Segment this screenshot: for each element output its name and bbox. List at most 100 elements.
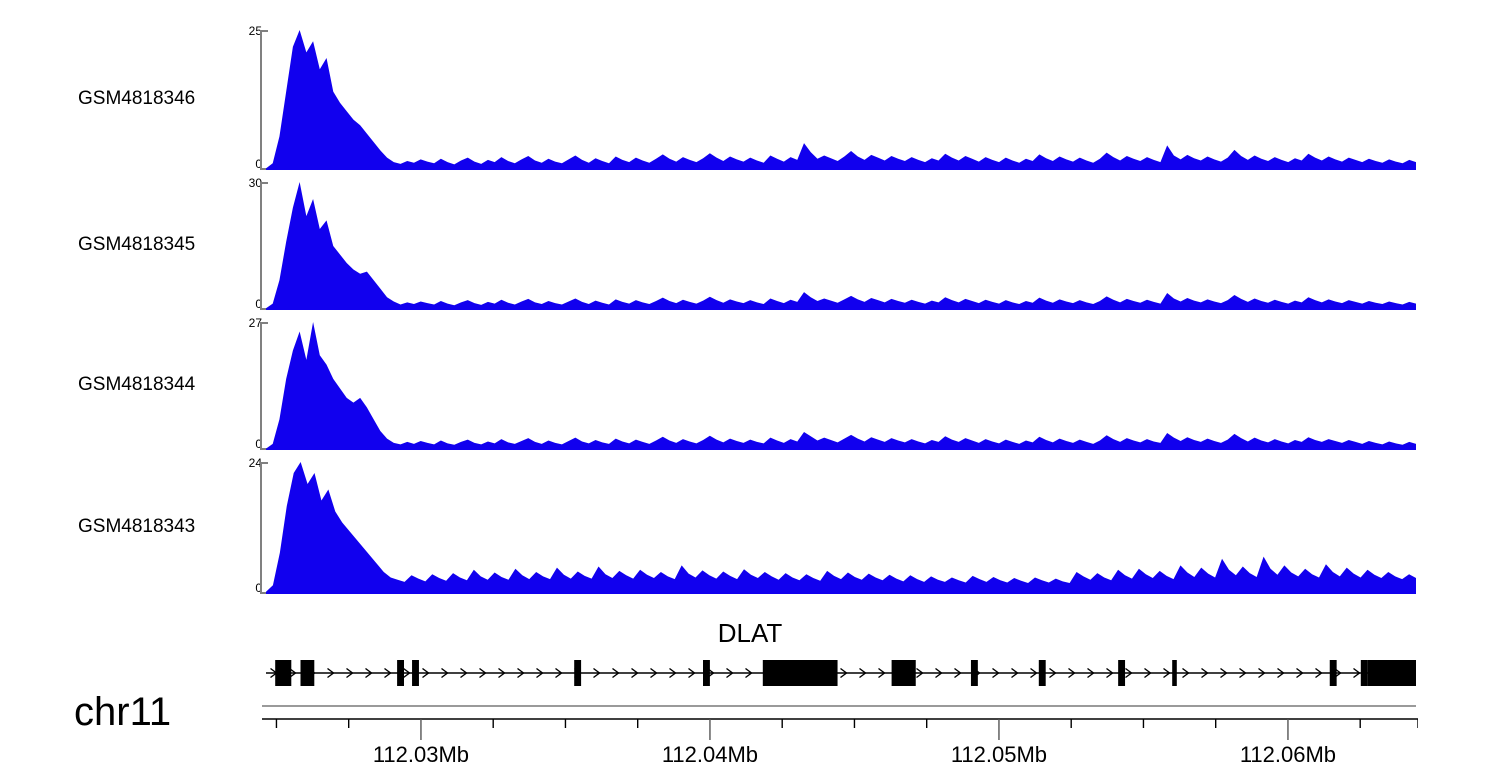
strand-arrow-icon (327, 667, 335, 679)
axis-tick-label: 112.03Mb (372, 742, 470, 767)
signal-area (266, 182, 1416, 310)
signal-area (266, 462, 1416, 594)
strand-arrow-icon (840, 667, 848, 679)
exon-box[interactable] (1329, 660, 1337, 686)
strand-arrow-icon (1087, 667, 1095, 679)
strand-arrow-icon (612, 667, 620, 679)
strand-arrow-icon (1144, 667, 1152, 679)
exon-box[interactable] (1172, 660, 1177, 686)
strand-arrow-icon (498, 667, 506, 679)
axis-tick-label: 112.04Mb (661, 742, 759, 767)
chromosome-label: chr11 (74, 690, 172, 734)
strand-arrow-icon (878, 667, 886, 679)
strand-arrow-icon (1315, 667, 1323, 679)
strand-arrow-icon (555, 667, 563, 679)
y-axis-bracket (260, 462, 268, 594)
strand-arrow-icon (688, 667, 696, 679)
exon-box[interactable] (970, 660, 978, 686)
strand-arrow-icon (992, 667, 1000, 679)
y-axis-min-label: 0 (255, 581, 262, 595)
strand-arrow-icon (1353, 667, 1361, 679)
exon-box[interactable] (1360, 660, 1368, 686)
strand-arrow-icon (441, 667, 449, 679)
y-axis-bracket (260, 182, 268, 310)
y-axis-max-label: 25 (248, 24, 262, 38)
signal-track[interactable]: GSM4818343 24 0 (0, 457, 1500, 595)
exon-box[interactable] (574, 660, 582, 686)
axis-ruler (262, 718, 1418, 740)
exon-box[interactable] (762, 660, 838, 686)
track-sample-label: GSM4818346 (78, 88, 196, 109)
strand-arrow-icon (859, 667, 867, 679)
gene-annotation-track[interactable]: DLAT (0, 618, 1500, 700)
signal-track[interactable]: GSM4818344 27 0 (0, 317, 1500, 451)
y-axis-min-label: 0 (255, 437, 262, 451)
strand-arrow-icon (1049, 667, 1057, 679)
signal-plot-area[interactable] (266, 462, 1416, 594)
strand-arrow-icon (536, 667, 544, 679)
gene-label: DLAT (717, 618, 783, 648)
strand-arrow-icon (460, 667, 468, 679)
strand-arrow-icon (1011, 667, 1019, 679)
signal-track[interactable]: GSM4818346 25 0 (0, 25, 1500, 171)
exon-box[interactable] (1367, 660, 1416, 686)
strand-arrow-icon (1201, 667, 1209, 679)
exon-box[interactable] (1118, 660, 1126, 686)
strand-arrow-icon (517, 667, 525, 679)
strand-arrow-icon (1296, 667, 1304, 679)
y-axis-min-label: 0 (255, 157, 262, 171)
y-axis: 24 0 (222, 457, 268, 595)
strand-arrow-icon (954, 667, 962, 679)
y-axis: 25 0 (222, 25, 268, 171)
y-axis: 27 0 (222, 317, 268, 451)
signal-plot-area[interactable] (266, 322, 1416, 450)
strand-arrow-icon (650, 667, 658, 679)
y-axis-max-label: 27 (248, 316, 262, 330)
signal-plot-area[interactable] (266, 30, 1416, 170)
exon-box[interactable] (891, 660, 916, 686)
strand-arrow-icon (1220, 667, 1228, 679)
exon-box[interactable] (703, 660, 710, 686)
y-axis: 30 0 (222, 177, 268, 310)
exon-box[interactable] (275, 660, 292, 686)
track-sample-label: GSM4818345 (78, 234, 196, 255)
strand-arrow-icon (1068, 667, 1076, 679)
strand-arrow-icon (422, 667, 430, 679)
exon-box[interactable] (412, 660, 419, 686)
track-sample-label: GSM4818343 (78, 516, 196, 537)
strand-arrow-icon (384, 667, 392, 679)
strand-arrow-icon (479, 667, 487, 679)
signal-track[interactable]: GSM4818345 30 0 (0, 177, 1500, 310)
exon-box[interactable] (1038, 660, 1046, 686)
signal-area (266, 30, 1416, 170)
track-sample-label: GSM4818344 (78, 374, 196, 395)
exon-box[interactable] (397, 660, 404, 686)
coordinate-axis: chr11 112.03Mb 112.04Mb 112.05Mb 112.06Mb (0, 690, 1500, 780)
strand-arrow-icon (1106, 667, 1114, 679)
strand-arrow-icon (593, 667, 601, 679)
track-separator-line (262, 705, 1416, 707)
strand-arrow-icon (1030, 667, 1038, 679)
strand-arrow-icon (1258, 667, 1266, 679)
exon-box[interactable] (300, 660, 315, 686)
strand-arrow-icon (1182, 667, 1190, 679)
axis-tick-label: 112.06Mb (1239, 742, 1337, 767)
strand-arrow-icon (289, 667, 297, 679)
gene-model-glyph[interactable] (266, 654, 1416, 692)
strand-arrow-icon (916, 667, 924, 679)
strand-arrow-icon (1277, 667, 1285, 679)
strand-arrow-icon (726, 667, 734, 679)
strand-arrow-icon (669, 667, 677, 679)
strand-arrow-icon (346, 667, 354, 679)
strand-arrow-icon (935, 667, 943, 679)
signal-plot-area[interactable] (266, 182, 1416, 310)
y-axis-bracket (260, 322, 268, 450)
y-axis-bracket (260, 30, 268, 170)
y-axis-max-label: 24 (248, 456, 262, 470)
strand-arrow-icon (631, 667, 639, 679)
strand-arrow-icon (745, 667, 753, 679)
y-axis-max-label: 30 (248, 176, 262, 190)
strand-arrow-icon (403, 667, 411, 679)
axis-tick-label: 112.05Mb (950, 742, 1048, 767)
